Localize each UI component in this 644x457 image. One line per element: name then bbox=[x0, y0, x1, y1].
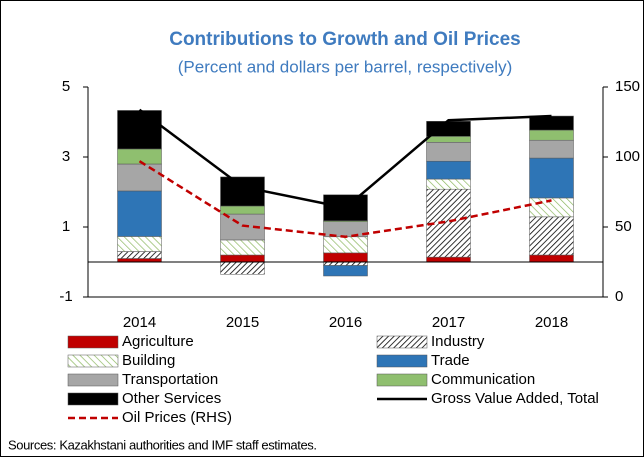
x-tick-label: 2018 bbox=[535, 314, 568, 331]
legend-label: Oil Prices (RHS) bbox=[122, 409, 232, 426]
legend-label: Other Services bbox=[122, 390, 221, 407]
chart-title: Contributions to Growth and Oil Prices bbox=[169, 29, 521, 50]
legend-swatch bbox=[67, 373, 119, 387]
bar-segment bbox=[529, 157, 574, 199]
bar-segment bbox=[220, 205, 265, 215]
source: Sources: Kazakhstani authorities and IMF… bbox=[8, 437, 317, 452]
line-series bbox=[138, 160, 552, 239]
bar-segment bbox=[117, 110, 162, 150]
legend-label: Gross Value Added, Total bbox=[431, 390, 599, 407]
x-tick-label: 2014 bbox=[123, 314, 156, 331]
legend-label: Agriculture bbox=[122, 333, 194, 350]
bar-segment bbox=[529, 115, 574, 131]
bar-segment bbox=[529, 216, 574, 256]
legend-label: Trade bbox=[431, 352, 470, 369]
bar-segment bbox=[426, 142, 471, 162]
legend-swatch bbox=[67, 392, 119, 406]
y2-tick-label: 150 bbox=[615, 78, 640, 95]
legend-swatch bbox=[376, 373, 428, 387]
bar-segment bbox=[426, 178, 471, 190]
bar-segment bbox=[220, 176, 265, 207]
bar-segment bbox=[323, 252, 368, 263]
bar-segment bbox=[529, 254, 574, 263]
bar-segment bbox=[117, 251, 162, 259]
y-tick-label: 3 bbox=[62, 148, 70, 165]
y2-tick-label: 50 bbox=[615, 218, 632, 235]
legend-label: Industry bbox=[431, 333, 485, 350]
x-tick-label: 2017 bbox=[432, 314, 465, 331]
x-tick-label: 2016 bbox=[329, 314, 362, 331]
legend-label: Building bbox=[122, 352, 175, 369]
bar-segment bbox=[323, 261, 368, 266]
bar-segment bbox=[426, 160, 471, 180]
legend-swatch bbox=[376, 354, 428, 368]
legend-swatch bbox=[67, 335, 119, 349]
bar-segment bbox=[117, 163, 162, 192]
x-tick-label: 2015 bbox=[226, 314, 259, 331]
bar-segment bbox=[117, 190, 162, 237]
bar-segment bbox=[529, 129, 574, 141]
bar-segment bbox=[220, 254, 265, 263]
bar-segment bbox=[117, 236, 162, 252]
bar-segment bbox=[323, 265, 368, 277]
y-tick-label: -1 bbox=[59, 288, 72, 305]
bar-segment bbox=[220, 239, 265, 256]
bar-segment bbox=[117, 258, 162, 263]
bar-segment bbox=[220, 261, 265, 275]
legend-swatch bbox=[376, 335, 428, 349]
legend-swatch bbox=[67, 354, 119, 368]
bar-segment bbox=[323, 236, 368, 254]
bar-segment bbox=[426, 136, 471, 143]
legend-label: Transportation bbox=[122, 371, 218, 388]
line-series bbox=[138, 108, 552, 210]
y-tick-label: 5 bbox=[62, 78, 70, 95]
y2-tick-label: 100 bbox=[615, 148, 640, 165]
bar-segment bbox=[529, 139, 574, 159]
legend-label: Communication bbox=[431, 371, 535, 388]
y2-tick-label: 0 bbox=[615, 288, 623, 305]
y-tick-label: 1 bbox=[62, 218, 70, 235]
chart-subtitle: (Percent and dollars per barrel, respect… bbox=[178, 57, 512, 76]
bar-segment bbox=[426, 256, 471, 263]
